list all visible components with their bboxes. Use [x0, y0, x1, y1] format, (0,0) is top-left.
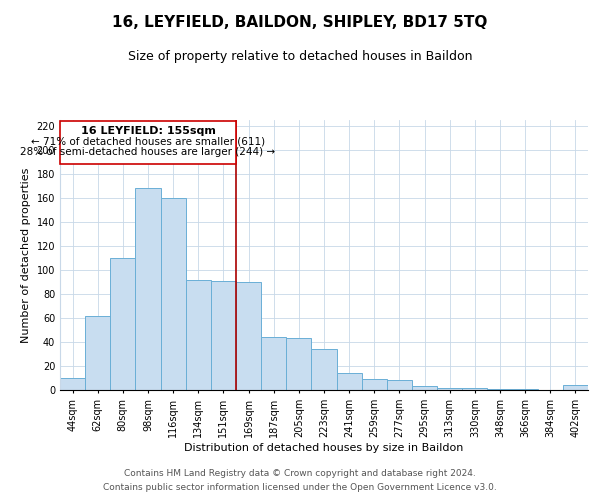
Bar: [362, 379, 387, 390]
Bar: [311, 349, 337, 390]
Bar: [60, 378, 85, 390]
Bar: [337, 373, 362, 390]
Bar: [85, 316, 110, 390]
Text: 16 LEYFIELD: 155sqm: 16 LEYFIELD: 155sqm: [80, 126, 215, 136]
FancyBboxPatch shape: [60, 121, 236, 164]
Text: Size of property relative to detached houses in Baildon: Size of property relative to detached ho…: [128, 50, 472, 63]
Text: Contains public sector information licensed under the Open Government Licence v3: Contains public sector information licen…: [103, 484, 497, 492]
Bar: [462, 388, 487, 390]
Bar: [161, 198, 186, 390]
Text: 16, LEYFIELD, BAILDON, SHIPLEY, BD17 5TQ: 16, LEYFIELD, BAILDON, SHIPLEY, BD17 5TQ: [112, 15, 488, 30]
Bar: [136, 188, 161, 390]
Text: ← 71% of detached houses are smaller (611): ← 71% of detached houses are smaller (61…: [31, 136, 265, 146]
X-axis label: Distribution of detached houses by size in Baildon: Distribution of detached houses by size …: [184, 442, 464, 452]
Bar: [563, 385, 588, 390]
Bar: [437, 388, 462, 390]
Text: Contains HM Land Registry data © Crown copyright and database right 2024.: Contains HM Land Registry data © Crown c…: [124, 468, 476, 477]
Bar: [236, 282, 261, 390]
Text: 28% of semi-detached houses are larger (244) →: 28% of semi-detached houses are larger (…: [20, 148, 275, 158]
Y-axis label: Number of detached properties: Number of detached properties: [21, 168, 31, 342]
Bar: [512, 389, 538, 390]
Bar: [387, 380, 412, 390]
Bar: [286, 338, 311, 390]
Bar: [487, 389, 512, 390]
Bar: [186, 280, 211, 390]
Bar: [412, 386, 437, 390]
Bar: [110, 258, 136, 390]
Bar: [211, 281, 236, 390]
Bar: [261, 337, 286, 390]
